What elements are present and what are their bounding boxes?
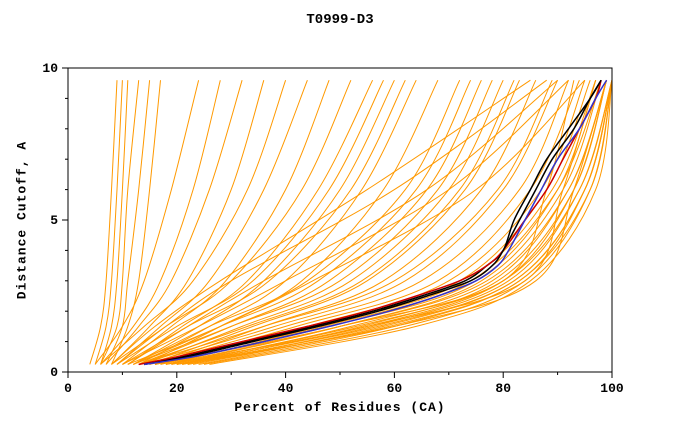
- ensemble-model-curve: [133, 79, 395, 365]
- ensemble-model-curve: [111, 80, 265, 365]
- x-tick-label: 40: [278, 381, 294, 396]
- ensemble-model-curve: [154, 79, 537, 365]
- ensemble-model-curve: [149, 79, 569, 365]
- x-tick-label: 80: [495, 381, 511, 396]
- x-tick-label: 0: [64, 381, 72, 396]
- ensemble-model-curve: [116, 80, 308, 365]
- ensemble-model-curve: [144, 79, 559, 365]
- ensemble-model-curve: [203, 80, 613, 365]
- ensemble-model-curve: [100, 80, 221, 365]
- ensemble-model-curve: [209, 80, 613, 365]
- x-tick-label: 100: [600, 381, 624, 396]
- ensemble-model-curve: [165, 80, 608, 365]
- ensemble-model-curve: [111, 80, 161, 365]
- y-tick-label: 10: [42, 61, 58, 76]
- ensemble-model-curve: [171, 80, 602, 365]
- ensemble-model-curve: [100, 80, 140, 365]
- chart-title: T0999-D3: [306, 12, 374, 28]
- ensemble-model-curve: [149, 79, 520, 365]
- x-tick-label: 20: [169, 381, 185, 396]
- ensemble-model-curve: [94, 80, 200, 365]
- x-axis-label: Percent of Residues (CA): [234, 400, 446, 415]
- ensemble-model-curve: [105, 80, 243, 365]
- ensemble-model-curve: [133, 79, 586, 365]
- ensemble-model-curve: [111, 79, 531, 365]
- y-tick-label: 0: [50, 365, 58, 380]
- ensemble-model-curve: [122, 79, 569, 365]
- ensemble-model-curve: [138, 79, 515, 365]
- ensemble-model-curve: [127, 79, 374, 365]
- model-black-1-curve: [144, 79, 602, 366]
- model-red-curve: [138, 79, 602, 366]
- ensemble-model-curve: [138, 79, 482, 365]
- ensemble-model-curve: [143, 79, 439, 365]
- ensemble-model-curve: [89, 80, 118, 365]
- ensemble-model-curve: [133, 79, 493, 365]
- ensemble-model-curve: [100, 80, 129, 365]
- ensemble-model-curve: [182, 80, 608, 365]
- ensemble-model-curve: [165, 80, 597, 365]
- ensemble-model-curve: [111, 79, 352, 365]
- ensemble-model-curve: [100, 80, 287, 365]
- ensemble-model-curve: [116, 79, 384, 365]
- x-tick-label: 60: [387, 381, 403, 396]
- ensemble-model-curve: [176, 80, 608, 365]
- ensemble-model-curve: [122, 80, 330, 365]
- ensemble-model-curve: [116, 79, 547, 365]
- ensemble-model-curve: [144, 79, 504, 365]
- ensemble-model-curve: [138, 79, 417, 365]
- ensemble-model-curve: [127, 79, 558, 365]
- ensemble-model-curve: [105, 80, 151, 365]
- model-blue-curve: [144, 79, 608, 366]
- ensemble-model-curve: [127, 79, 472, 365]
- ensemble-model-curve: [138, 79, 553, 365]
- y-tick-label: 5: [50, 213, 58, 228]
- ensemble-model-curve: [94, 80, 123, 365]
